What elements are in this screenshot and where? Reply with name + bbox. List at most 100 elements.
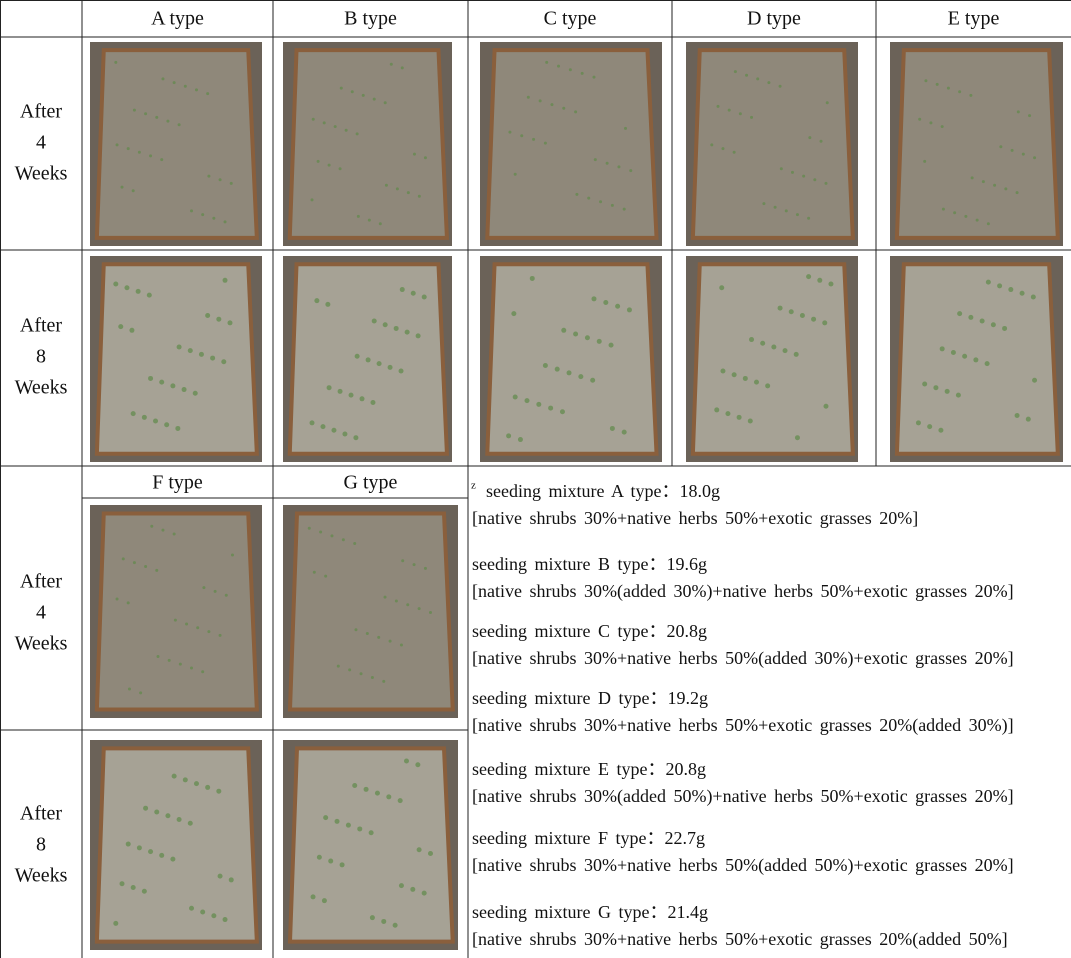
plant-speck bbox=[811, 317, 816, 322]
photo bbox=[90, 740, 262, 950]
note-composition: [native shrubs 30%+native herbs 50%+exot… bbox=[472, 715, 1014, 736]
plant-speck bbox=[148, 849, 153, 854]
plant-speck bbox=[710, 143, 713, 146]
plant-speck bbox=[360, 396, 365, 401]
plant-speck bbox=[976, 219, 979, 222]
plant-speck bbox=[956, 393, 961, 398]
plant-speck bbox=[962, 354, 967, 359]
row-label: Weeks bbox=[15, 865, 68, 887]
seed-tray bbox=[290, 748, 453, 941]
plant-speck bbox=[808, 136, 811, 139]
plant-speck bbox=[342, 431, 347, 436]
plant-speck bbox=[785, 209, 788, 212]
note-composition: [native shrubs 30%(added 30%)+native her… bbox=[472, 581, 1014, 602]
plant-speck bbox=[372, 319, 377, 324]
plant-speck bbox=[734, 70, 737, 73]
note-composition: [native shrubs 30%+native herbs 50%(adde… bbox=[472, 648, 1014, 669]
plant-speck bbox=[311, 894, 316, 899]
plant-speck bbox=[416, 333, 421, 338]
plant-speck bbox=[114, 61, 117, 64]
plant-speck bbox=[401, 66, 404, 69]
plant-speck bbox=[1002, 326, 1007, 331]
plant-speck bbox=[195, 88, 198, 91]
plant-speck bbox=[223, 917, 228, 922]
plant-speck bbox=[958, 90, 961, 93]
plant-speck bbox=[418, 195, 421, 198]
plant-speck bbox=[127, 147, 130, 150]
plant-speck bbox=[338, 389, 343, 394]
plant-speck bbox=[185, 622, 188, 625]
note-composition: [native shrubs 30%(added 50%)+native her… bbox=[472, 786, 1014, 807]
plant-speck bbox=[762, 202, 765, 205]
plant-speck bbox=[415, 762, 420, 767]
plant-speck bbox=[174, 619, 177, 622]
plant-speck bbox=[795, 435, 800, 440]
plant-speck bbox=[968, 315, 973, 320]
plant-speck bbox=[177, 817, 182, 822]
plant-speck bbox=[369, 830, 374, 835]
plant-speck bbox=[335, 819, 340, 824]
plant-speck bbox=[224, 220, 227, 223]
plant-speck bbox=[340, 862, 345, 867]
plant-speck bbox=[390, 63, 393, 66]
plant-speck bbox=[407, 191, 410, 194]
row-label: Weeks bbox=[15, 377, 68, 399]
column-header: A type bbox=[151, 8, 204, 30]
plant-speck bbox=[623, 208, 626, 211]
seed-tray bbox=[97, 50, 257, 238]
plant-speck bbox=[587, 197, 590, 200]
note-composition: [native shrubs 30%+native herbs 50%(adde… bbox=[472, 855, 1014, 876]
plant-speck bbox=[514, 173, 517, 176]
plant-speck bbox=[379, 222, 382, 225]
plant-speck bbox=[355, 354, 360, 359]
plant-speck bbox=[147, 293, 152, 298]
plant-speck bbox=[154, 809, 159, 814]
plant-speck bbox=[991, 322, 996, 327]
plant-speck bbox=[196, 626, 199, 629]
footnote-marker: z bbox=[471, 480, 476, 492]
plant-speck bbox=[144, 565, 147, 568]
plant-speck bbox=[1022, 153, 1025, 156]
plant-speck bbox=[324, 575, 327, 578]
plant-speck bbox=[942, 208, 945, 211]
plant-speck bbox=[964, 215, 967, 218]
plant-speck bbox=[393, 923, 398, 928]
plant-speck bbox=[211, 913, 216, 918]
plant-speck bbox=[395, 599, 398, 602]
photo bbox=[283, 740, 458, 950]
plant-speck bbox=[144, 112, 147, 115]
plant-speck bbox=[116, 143, 119, 146]
plant-speck bbox=[941, 125, 944, 128]
plant-speck bbox=[385, 184, 388, 187]
plant-speck bbox=[603, 300, 608, 305]
seed-tray bbox=[97, 748, 257, 941]
plant-speck bbox=[339, 167, 342, 170]
plant-speck bbox=[311, 198, 314, 201]
plant-speck bbox=[594, 158, 597, 161]
plant-speck bbox=[384, 101, 387, 104]
plant-speck bbox=[789, 309, 794, 314]
photo bbox=[480, 256, 662, 462]
row-label: 8 bbox=[36, 346, 46, 368]
plant-speck bbox=[165, 813, 170, 818]
plant-speck bbox=[337, 665, 340, 668]
plant-speck bbox=[916, 420, 921, 425]
column-header: F type bbox=[152, 472, 203, 494]
plant-speck bbox=[971, 176, 974, 179]
plant-speck bbox=[323, 121, 326, 124]
plant-speck bbox=[164, 422, 169, 427]
plant-speck bbox=[823, 404, 828, 409]
plant-speck bbox=[389, 640, 392, 643]
plant-speck bbox=[184, 85, 187, 88]
plant-speck bbox=[366, 632, 369, 635]
plant-speck bbox=[122, 557, 125, 560]
plant-speck bbox=[1026, 417, 1031, 422]
plant-speck bbox=[384, 596, 387, 599]
plant-speck bbox=[368, 219, 371, 222]
plant-speck bbox=[216, 317, 221, 322]
plant-speck bbox=[212, 217, 215, 220]
plant-speck bbox=[221, 359, 226, 364]
plant-speck bbox=[922, 381, 927, 386]
plant-speck bbox=[319, 531, 322, 534]
plant-speck bbox=[806, 274, 811, 279]
